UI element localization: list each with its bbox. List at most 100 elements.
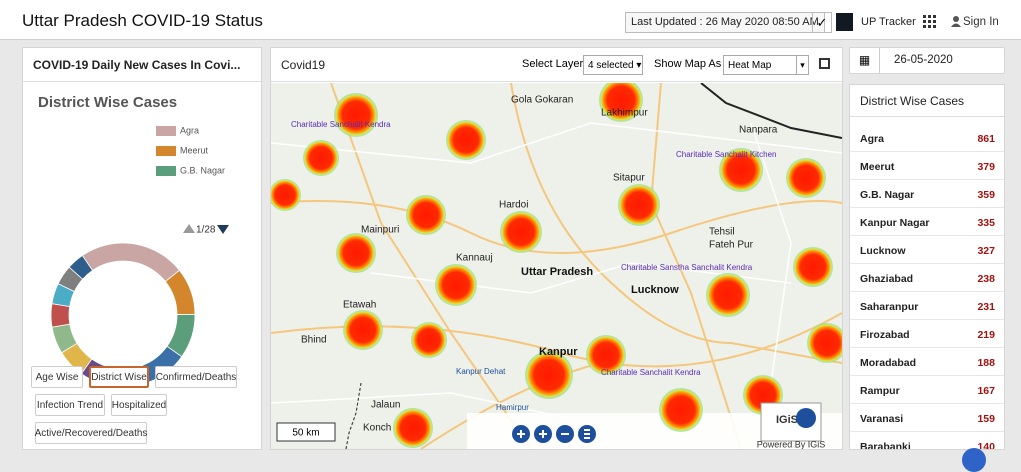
heat-spot xyxy=(435,264,477,306)
legend-label: Agra xyxy=(180,125,199,135)
district-cases: 335 xyxy=(977,217,995,229)
last-updated: Last Updated : 26 May 2020 08:50 AM xyxy=(625,12,825,33)
north-arrow xyxy=(796,408,816,428)
place-label: Kanpur xyxy=(539,346,578,358)
donut-chart: District Wise Cases 1/28 Agra Meerut G.B. … xyxy=(38,94,229,388)
place-label: Charitable Sanchalit Kendra xyxy=(291,120,391,129)
sign-in[interactable]: Sign In xyxy=(963,16,999,28)
theme-toggle[interactable] xyxy=(836,13,853,31)
pager-down[interactable] xyxy=(217,225,229,234)
donut-segment xyxy=(50,303,71,328)
place-label: Mainpuri xyxy=(361,225,399,236)
place-label: Charitable Sanstha Sanchalit Kendra xyxy=(621,263,753,272)
heat-spot xyxy=(336,233,376,273)
district-cases: 238 xyxy=(977,273,995,285)
tab-button[interactable]: Confirmed/Deaths xyxy=(155,366,237,388)
place-label: Konch xyxy=(363,423,391,434)
district-name: Kanpur Nagar xyxy=(860,217,930,229)
app-title: Uttar Pradesh COVID-19 Status xyxy=(22,11,263,30)
district-list-panel: District Wise Cases Agra 861 Meerut 379 G.B.… xyxy=(849,84,1005,450)
heat-spot xyxy=(618,184,660,226)
place-label: Kannauj xyxy=(456,253,493,264)
place-label: Hardoi xyxy=(499,200,528,211)
heat-spot xyxy=(599,83,643,122)
map-title: Covid19 xyxy=(281,57,326,72)
tab-button[interactable]: Active/Recovered/Deaths xyxy=(35,422,147,444)
district-cases: 231 xyxy=(977,301,995,313)
district-name: Ghaziabad xyxy=(860,273,914,285)
heat-spot xyxy=(411,322,447,358)
legend-swatch xyxy=(156,146,176,156)
select-layer[interactable]: 4 selected ▾ xyxy=(583,55,643,75)
place-label: Fateh Pur xyxy=(709,240,754,251)
place-label: Sitapur xyxy=(613,173,645,184)
map-title-bar: Covid19 xyxy=(271,48,842,82)
district-cases: 140 xyxy=(977,441,995,450)
tab-button[interactable]: Age Wise xyxy=(31,366,83,388)
heat-spot xyxy=(303,140,339,176)
district-name: Meerut xyxy=(860,161,895,173)
pager: 1/28 xyxy=(196,225,216,236)
tab-button[interactable]: Hospitalized xyxy=(111,394,167,416)
heat-layer xyxy=(271,83,842,448)
place-label: Charitable Sanchalit Kendra xyxy=(601,368,701,377)
heat-spot xyxy=(343,310,383,350)
district-name: Rampur xyxy=(860,385,900,397)
legend-label: Meerut xyxy=(180,145,209,155)
district-row: Lucknow 327 xyxy=(850,237,1004,264)
district-row: Varanasi 159 xyxy=(850,405,1004,432)
district-row: Ghaziabad 238 xyxy=(850,265,1004,292)
tracker-link[interactable]: UP Tracker xyxy=(861,16,916,28)
heat-spot xyxy=(719,148,763,192)
heat-spot xyxy=(271,179,301,211)
show-map-as-value: Heat Map xyxy=(728,59,772,71)
district-row: Meerut 379 xyxy=(850,153,1004,180)
tab-button[interactable]: Infection Trend xyxy=(35,394,105,416)
district-cases: 327 xyxy=(977,245,995,257)
logo: IGiS xyxy=(776,414,798,426)
apps-icon[interactable] xyxy=(923,15,937,29)
district-row: Moradabad 188 xyxy=(850,349,1004,376)
district-name: G.B. Nagar xyxy=(860,189,915,201)
heat-spot xyxy=(334,93,378,137)
heat-spot xyxy=(807,323,842,363)
place-label: Kanpur Dehat xyxy=(456,367,506,376)
heat-spot xyxy=(525,351,573,399)
place-label: Hamirpur xyxy=(496,403,529,412)
district-name: Moradabad xyxy=(860,357,917,369)
pager-up[interactable] xyxy=(183,224,195,233)
heat-spot xyxy=(706,273,750,317)
scale-bar xyxy=(276,422,336,442)
district-row: Kanpur Nagar 335 xyxy=(850,209,1004,236)
scroll-top-button[interactable] xyxy=(962,448,986,472)
donut-segment xyxy=(68,255,94,280)
left-panel: COVID-19 Daily New Cases In Covi... Dist… xyxy=(22,47,262,450)
legend-swatch xyxy=(156,126,176,136)
district-cases: 379 xyxy=(977,161,995,173)
donut-segment xyxy=(81,242,181,283)
district-row: Rampur 167 xyxy=(850,377,1004,404)
heat-spot xyxy=(446,120,486,160)
check-toggle[interactable]: ✓ xyxy=(812,12,832,33)
district-name: Varanasi xyxy=(860,413,904,425)
show-map-as[interactable]: Heat Map ▾ xyxy=(723,55,809,75)
district-row: Barabanki 140 xyxy=(850,433,1004,450)
panel-title: COVID-19 Daily New Cases In Covi... xyxy=(23,48,261,82)
scale-label: 50 km xyxy=(292,428,319,439)
district-cases: 159 xyxy=(977,413,995,425)
heat-spot xyxy=(393,408,433,448)
select-layer-value: 4 selected xyxy=(588,59,634,71)
map-labels: Gola Gokaran Lakhimpur Nanpara Charitable S… xyxy=(291,95,778,434)
zoom-controls xyxy=(512,425,596,443)
district-row: G.B. Nagar 359 xyxy=(850,181,1004,208)
state-border xyxy=(345,382,362,449)
district-cases: 861 xyxy=(977,133,995,145)
tab-button[interactable]: District Wise xyxy=(89,366,149,388)
district-name: Lucknow xyxy=(860,245,906,257)
show-map-as-label: Show Map As xyxy=(654,58,722,70)
place-label: Charitable Sanchalit Kitchen xyxy=(676,150,777,159)
fullscreen-button[interactable] xyxy=(819,58,830,69)
date-picker[interactable]: ▦ 26-05-2020 xyxy=(849,47,1005,74)
district-row: Firozabad 219 xyxy=(850,321,1004,348)
